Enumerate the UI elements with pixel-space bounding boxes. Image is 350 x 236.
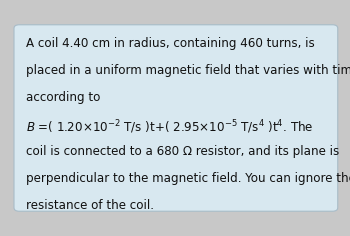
Text: $\it{B}$ =( 1.20×10$^{-2}$ T/s )t+( 2.95×10$^{-5}$ T/s$^{4}$ )t$^{4}$. The: $\it{B}$ =( 1.20×10$^{-2}$ T/s )t+( 2.95… (26, 118, 314, 136)
Text: resistance of the coil.: resistance of the coil. (26, 199, 154, 212)
Text: perpendicular to the magnetic field. You can ignore the: perpendicular to the magnetic field. You… (26, 172, 350, 185)
FancyBboxPatch shape (14, 25, 338, 211)
Text: coil is connected to a 680 Ω resistor, and its plane is: coil is connected to a 680 Ω resistor, a… (26, 145, 340, 158)
Text: placed in a uniform magnetic field that varies with time: placed in a uniform magnetic field that … (26, 64, 350, 77)
Text: A coil 4.40 cm in radius, containing 460 turns, is: A coil 4.40 cm in radius, containing 460… (26, 37, 315, 50)
Text: according to: according to (26, 91, 101, 104)
